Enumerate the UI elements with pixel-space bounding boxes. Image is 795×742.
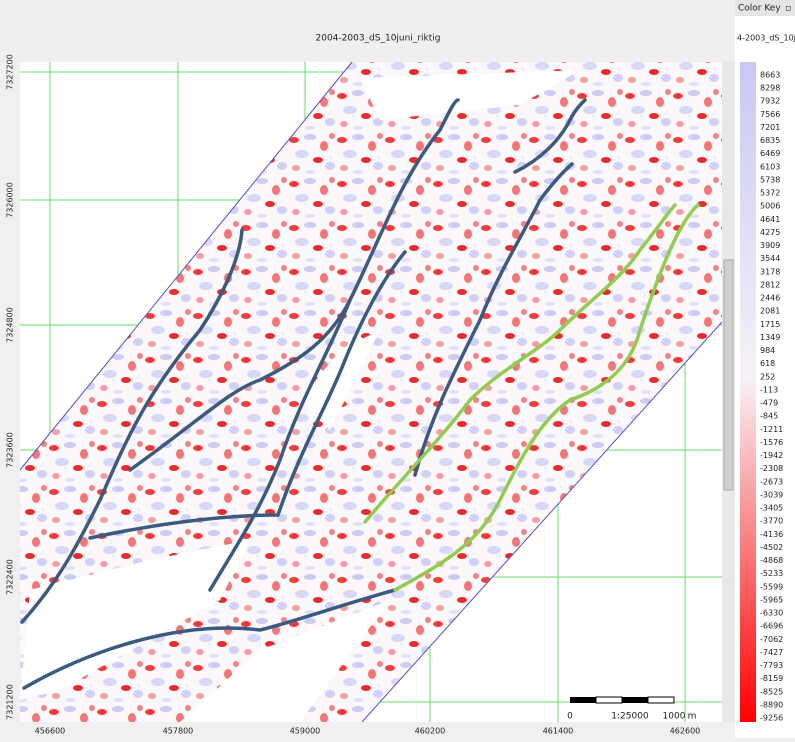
color-key-label: -3039 [760,490,783,499]
scale-segment [596,697,622,703]
color-key-label: 5006 [760,202,780,211]
color-key-label: -7062 [760,635,783,644]
color-key-label: -7793 [760,661,783,670]
color-key-label: -4136 [760,530,783,539]
color-key-label: 3178 [760,267,780,276]
color-key-label: 6835 [760,136,780,145]
color-key-label: -479 [760,399,778,408]
color-key-label: 2081 [760,307,780,316]
scrollbar-thumb[interactable] [724,260,733,490]
color-key-label: -4502 [760,543,783,552]
color-key-label: 3544 [760,254,780,263]
color-key-label: -6696 [760,622,783,631]
scale-segment [648,697,674,703]
x-tick-label: 461400 [543,727,574,736]
y-tick-label: 7327200 [6,54,15,90]
y-axis-strip [0,62,20,738]
color-key-label: -7427 [760,648,783,657]
color-key-label: 4641 [760,215,780,224]
color-key-label: -2673 [760,477,783,486]
scale-unit: m [688,712,697,722]
color-key-label: -8890 [760,700,783,709]
color-key-label: -1576 [760,438,783,447]
color-key-layer: 4-2003_dS_10juni [737,34,795,43]
color-key-label: -2308 [760,464,783,473]
color-key-label: -4868 [760,556,783,565]
color-key-label: -845 [760,412,778,421]
color-key-label: 7201 [760,123,780,132]
color-key-label: 3909 [760,241,780,250]
scale-segment [622,697,648,703]
color-key-label: 6103 [760,162,780,171]
color-key-label: 618 [760,359,775,368]
color-key-label: 6469 [760,149,780,158]
float-button[interactable]: ▫ [785,4,791,14]
color-key-label: -3770 [760,517,783,526]
color-key-label: -8159 [760,674,783,683]
color-ramp [740,62,756,722]
scale-segment [570,697,596,703]
color-key-label: -3405 [760,504,783,513]
layer-title: 2004-2003_dS_10juni_riktig [316,34,441,44]
x-axis-strip [20,722,735,738]
scale-ratio: 1:25000 [611,712,649,722]
color-key-label: 2446 [760,294,780,303]
x-tick-label: 459000 [290,727,321,736]
color-key-label: 1715 [760,320,780,329]
color-key-label: -8525 [760,687,783,696]
y-tick-label: 7326000 [6,182,15,218]
color-key-label: 5372 [760,189,780,198]
color-key-label: 7932 [760,97,780,106]
x-tick-label: 457800 [163,727,194,736]
color-key-label: -113 [760,385,778,394]
color-key-label: -9256 [760,714,783,723]
color-key-label: -6330 [760,609,783,618]
color-key-label: -5965 [760,595,783,604]
x-tick-label: 462600 [670,727,701,736]
color-key-label: -5599 [760,582,783,591]
color-key-label: 8298 [760,84,780,93]
color-key-label: -5233 [760,569,783,578]
map-view: 2004-2003_dS_10juni_riktig 0 1:25000 100… [0,0,795,738]
y-tick-label: 7322400 [6,559,15,595]
color-key-label: -1942 [760,451,783,460]
color-key-label: -1211 [760,425,783,434]
x-tick-label: 456600 [35,727,66,736]
color-key-label: 5738 [760,175,780,184]
color-key-label: 252 [760,372,775,381]
y-tick-label: 7323600 [6,432,15,468]
color-key-label: 8663 [760,71,780,80]
title-bar [0,0,735,62]
scale-start: 0 [567,712,573,722]
color-key-title: Color Key [738,4,781,14]
color-key-label: 984 [760,346,775,355]
color-key-label: 1349 [760,333,780,342]
app-window: 2004-2003_dS_10juni_riktig 0 1:25000 100… [0,0,795,738]
y-tick-label: 7324800 [6,307,15,343]
color-key-label: 4275 [760,228,780,237]
y-tick-label: 7321200 [6,684,15,720]
x-tick-label: 460200 [415,727,446,736]
color-key-label: 7566 [760,110,780,119]
color-key-label: 2812 [760,280,780,289]
scale-end: 1000 [663,712,686,722]
